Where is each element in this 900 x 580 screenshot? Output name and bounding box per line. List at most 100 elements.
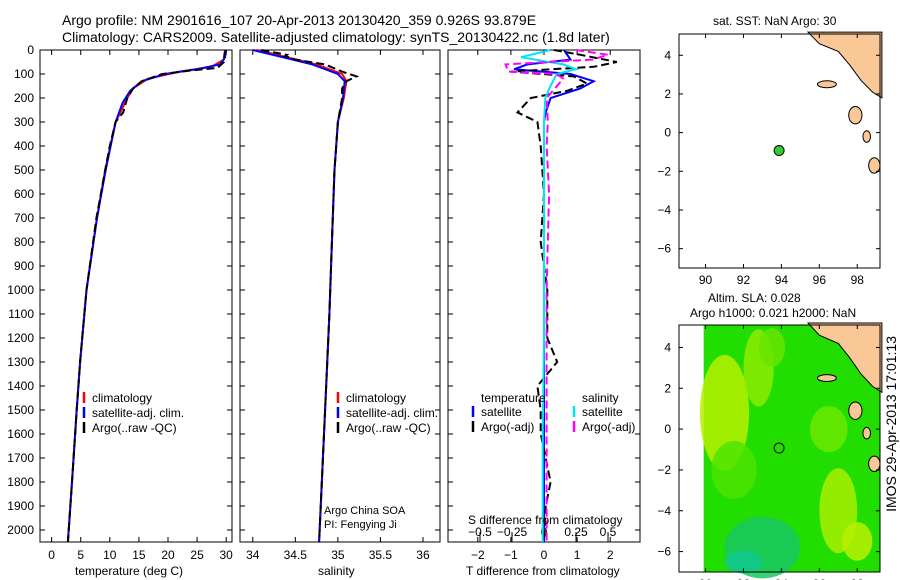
map-x-tick-label: 94 <box>775 273 789 287</box>
axes-frame-temperature <box>39 49 233 543</box>
y-tick-label: 1400 <box>7 379 34 393</box>
x-tick-label: 10 <box>103 548 117 562</box>
diff-legend-t-argo: Argo(-adj) <box>481 420 534 434</box>
y-tick-label: 900 <box>14 259 34 273</box>
diff-legend-s-satellite: satellite <box>582 405 623 419</box>
map-y-tick-label: 4 <box>664 48 671 62</box>
title-line-2: Climatology: CARS2009. Satellite-adjuste… <box>62 29 610 45</box>
salinity-annotation-1: Argo China SOA <box>324 505 406 517</box>
y-tick-label: 1300 <box>7 355 34 369</box>
y-tick-label: 200 <box>14 91 34 105</box>
map-x-tick-label: 90 <box>699 273 713 287</box>
sla-anomaly-patch <box>842 522 873 561</box>
x-tick-label: 34 <box>246 548 260 562</box>
x-tick-label: 36 <box>416 548 430 562</box>
temperature-legend-item: climatology <box>92 391 152 405</box>
salinity-legend-item: climatology <box>346 391 406 405</box>
land-island <box>868 455 881 473</box>
x-tick-label: −1 <box>504 548 518 562</box>
map-y-tick-label: −2 <box>657 463 671 477</box>
land-island <box>816 80 837 89</box>
map-x-tick-label: 98 <box>851 577 865 580</box>
argo-float-marker <box>773 442 785 454</box>
x2-tick-label: 0.5 <box>600 525 617 539</box>
y-tick-label: 1200 <box>7 331 34 345</box>
land-island <box>862 426 872 440</box>
axes-frame-salinity <box>239 49 441 543</box>
y-tick-label: 1500 <box>7 403 34 417</box>
x-tick-label: 25 <box>190 548 204 562</box>
diff-legend-s-argo: Argo(-adj) <box>582 420 635 434</box>
map-x-tick-label: 94 <box>775 577 789 580</box>
map-y-tick-label: −2 <box>657 164 671 178</box>
map-y-tick-label: 0 <box>664 422 671 436</box>
sla-map-title-2: Argo h1000: 0.021 h2000: NaN <box>690 306 857 320</box>
map-x-tick-label: 96 <box>813 577 827 580</box>
x2-tick-label: 0.25 <box>564 525 588 539</box>
x-tick-label: 5 <box>77 548 84 562</box>
series-t-argo-adj- <box>510 49 618 543</box>
temperature-legend-item: satellite-adj. clim. <box>92 406 184 420</box>
map-y-tick-label: 0 <box>664 126 671 140</box>
x-tick-label: 0 <box>48 548 55 562</box>
y-tick-label: 1900 <box>7 499 34 513</box>
sla-anomaly-patch <box>809 405 848 453</box>
series-argo-raw-qc- <box>66 49 227 543</box>
map-x-tick-label: 98 <box>851 273 865 287</box>
y-tick-label: 400 <box>14 139 34 153</box>
sla-map-title-1: Altim. SLA: 0.028 <box>708 291 801 305</box>
x-tick-label: 30 <box>220 548 234 562</box>
sla-anomaly-patch <box>724 550 763 574</box>
title-line-1: Argo profile: NM 2901616_107 20-Apr-2013… <box>62 12 537 28</box>
map-x-tick-label: 92 <box>737 577 751 580</box>
salinity-legend-item: satellite-adj. clim. <box>346 406 438 420</box>
map-y-tick-label: −6 <box>657 545 671 559</box>
y-tick-label: 0 <box>27 43 34 57</box>
land-sumatra <box>806 31 883 99</box>
salinity-xlabel: salinity <box>318 564 355 578</box>
diff-xlabel: T difference from climatology <box>466 564 620 578</box>
y-tick-label: 1700 <box>7 451 34 465</box>
y-tick-label: 300 <box>14 115 34 129</box>
y-tick-label: 500 <box>14 163 34 177</box>
diff-legend-title-temperature: temperature <box>481 391 546 405</box>
map-frame <box>678 33 881 269</box>
temperature-xlabel: temperature (deg C) <box>75 564 184 578</box>
map-x-tick-label: 92 <box>737 273 751 287</box>
x-tick-label: 0 <box>541 548 548 562</box>
x-tick-label: −2 <box>471 548 485 562</box>
x-tick-label: 2 <box>607 548 614 562</box>
map-y-tick-label: 2 <box>664 87 671 101</box>
sst-map-title: sat. SST: NaN Argo: 30 <box>713 14 837 28</box>
series-argo-raw-qc- <box>261 49 360 543</box>
y-tick-label: 700 <box>14 211 34 225</box>
temperature-legend-item: Argo(..raw -QC) <box>92 421 177 435</box>
x-tick-label: 15 <box>132 548 146 562</box>
land-island <box>862 130 872 143</box>
diff-x2label: S difference from climatology <box>468 513 623 527</box>
sla-anomaly-patch <box>711 440 757 499</box>
x-tick-label: 20 <box>161 548 175 562</box>
x-tick-label: 1 <box>574 548 581 562</box>
map-y-tick-label: 2 <box>664 381 671 395</box>
y-tick-label: 1600 <box>7 427 34 441</box>
x-tick-label: 35.5 <box>369 548 393 562</box>
land-island <box>816 374 837 383</box>
timestamp-stamp: IMOS 29-Apr-2013 17:01:13 <box>883 336 899 512</box>
y-tick-label: 1100 <box>8 307 34 321</box>
y-tick-label: 1000 <box>7 283 34 297</box>
x-tick-label: 35 <box>331 548 345 562</box>
map-frame <box>678 324 881 573</box>
series-s-satellite <box>520 49 580 542</box>
y-tick-label: 1800 <box>7 475 34 489</box>
land-island <box>848 401 863 420</box>
x2-tick-label: −0.25 <box>497 525 528 539</box>
diff-legend-t-satellite: satellite <box>481 405 522 419</box>
series-s-argo-adj- <box>504 49 609 542</box>
diff-legend-title-salinity: salinity <box>582 391 619 405</box>
y-tick-label: 2000 <box>7 523 34 537</box>
y-tick-label: 800 <box>14 235 34 249</box>
map-y-tick-label: −4 <box>657 504 671 518</box>
